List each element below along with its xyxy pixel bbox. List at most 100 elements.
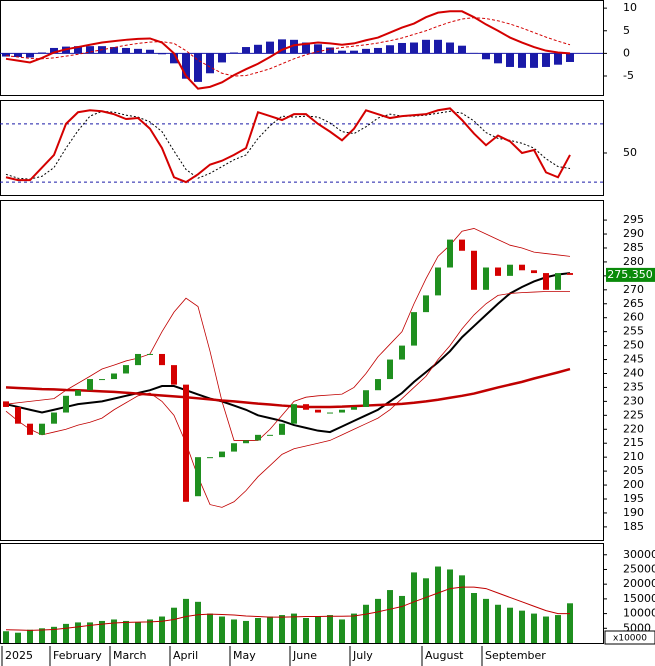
y-tick-label: 225 bbox=[623, 408, 644, 421]
x-tick-label: March bbox=[113, 649, 147, 662]
y-tick-label: 280 bbox=[623, 255, 644, 268]
volume-bar bbox=[435, 566, 441, 643]
candle bbox=[387, 359, 393, 380]
volume-bar bbox=[483, 598, 489, 643]
volume-bar bbox=[411, 572, 417, 643]
volume-bar bbox=[255, 618, 261, 643]
x-tick-label: 2025 bbox=[5, 649, 33, 662]
candle bbox=[495, 267, 501, 276]
volume-bar bbox=[303, 618, 309, 643]
y-tick-label: -5 bbox=[623, 69, 634, 82]
overlay-line bbox=[5, 291, 570, 508]
x-tick-label: June bbox=[292, 649, 317, 662]
y-tick-label: 290 bbox=[623, 227, 644, 240]
y-tick-label: 0 bbox=[623, 46, 630, 59]
y-tick-label: 205 bbox=[623, 464, 644, 477]
histogram-bar bbox=[26, 53, 34, 58]
volume-bar bbox=[207, 613, 213, 643]
volume-bar bbox=[231, 619, 237, 643]
histogram-bar bbox=[446, 42, 454, 54]
histogram-bar bbox=[338, 50, 346, 54]
volume-bar bbox=[267, 616, 273, 643]
candle bbox=[87, 379, 93, 391]
candle bbox=[447, 239, 453, 268]
candle bbox=[459, 239, 465, 251]
volume-bar bbox=[459, 575, 465, 643]
volume-ma-line bbox=[5, 586, 570, 631]
candle bbox=[531, 270, 537, 274]
volume-bar bbox=[111, 619, 117, 643]
y-tick-label: 25000 bbox=[623, 562, 655, 575]
y-tick-label: 265 bbox=[623, 297, 644, 310]
y-tick-label: 200 bbox=[623, 478, 644, 491]
volume-bar bbox=[339, 619, 345, 643]
y-tick-label: 245 bbox=[623, 353, 644, 366]
macd-line bbox=[5, 10, 571, 90]
histogram-bar bbox=[254, 44, 262, 54]
volume-bar bbox=[99, 620, 105, 643]
x-tick-label: September bbox=[485, 649, 546, 662]
volume-bar bbox=[327, 615, 333, 643]
candle bbox=[411, 312, 417, 346]
candle bbox=[279, 423, 285, 435]
histogram-bar bbox=[566, 53, 574, 62]
volume-bar bbox=[291, 613, 297, 643]
y-tick-label: 15000 bbox=[623, 592, 655, 605]
volume-bar bbox=[243, 620, 249, 643]
histogram-bar bbox=[266, 41, 274, 54]
candle bbox=[567, 273, 573, 275]
unit-box bbox=[604, 630, 655, 645]
volume-bar bbox=[543, 616, 549, 643]
histogram-bar bbox=[242, 47, 250, 54]
x-tick-label: February bbox=[53, 649, 102, 662]
candle bbox=[171, 365, 177, 385]
candle bbox=[135, 353, 141, 366]
volume-bar bbox=[39, 628, 45, 643]
y-tick-label: 10 bbox=[623, 1, 637, 14]
y-tick-label: 30000 bbox=[623, 548, 655, 561]
volume-bar bbox=[531, 613, 537, 643]
histogram-bar bbox=[350, 50, 358, 54]
histogram-bar bbox=[554, 53, 562, 65]
candle bbox=[75, 390, 81, 396]
candle bbox=[423, 295, 429, 313]
x-tick-label: August bbox=[425, 649, 464, 662]
histogram-bar bbox=[74, 46, 82, 54]
candle bbox=[519, 264, 525, 271]
panel-frame bbox=[0, 200, 604, 541]
overlay-line bbox=[5, 228, 571, 441]
overlay-line bbox=[5, 272, 571, 434]
candle bbox=[351, 406, 357, 410]
y-tick-label: 185 bbox=[623, 520, 644, 533]
y-tick-label: 295 bbox=[623, 213, 644, 226]
candle bbox=[195, 457, 201, 497]
candle bbox=[303, 404, 309, 410]
volume-bar bbox=[423, 578, 429, 643]
last-price-box bbox=[606, 267, 655, 282]
candle bbox=[39, 423, 45, 435]
volume-bar bbox=[447, 569, 453, 643]
volume-bar bbox=[351, 613, 357, 643]
histogram-bar bbox=[482, 53, 490, 60]
y-tick-label: 270 bbox=[623, 283, 644, 296]
candle bbox=[159, 353, 165, 366]
volume-bar bbox=[375, 598, 381, 643]
histogram-bar bbox=[458, 45, 466, 54]
candle bbox=[147, 353, 153, 355]
volume-bar bbox=[171, 607, 177, 643]
candle bbox=[255, 434, 261, 441]
histogram-bar bbox=[410, 42, 418, 54]
histogram-bar bbox=[206, 53, 214, 74]
candle bbox=[435, 267, 441, 296]
volume-bar bbox=[75, 622, 81, 643]
histogram-bar bbox=[362, 48, 370, 54]
y-tick-label: 215 bbox=[623, 436, 644, 449]
candle bbox=[243, 440, 249, 444]
candle bbox=[555, 273, 561, 290]
histogram-bar bbox=[326, 47, 334, 54]
candle bbox=[231, 443, 237, 452]
candle bbox=[471, 250, 477, 290]
histogram-bar bbox=[122, 47, 130, 54]
y-tick-label: 50 bbox=[623, 146, 637, 159]
histogram-bar bbox=[398, 42, 406, 54]
